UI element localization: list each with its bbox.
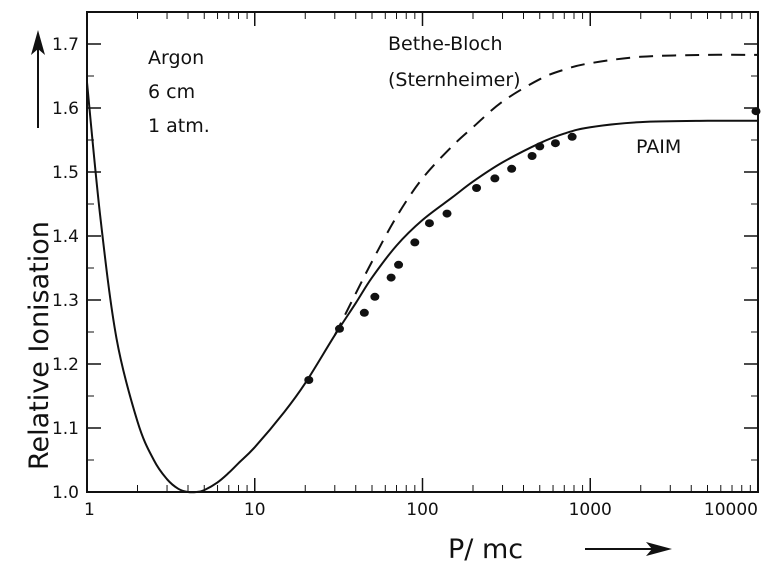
y-tick-label: 1.2 [52,355,79,375]
data-point [424,219,434,228]
data-point [550,139,560,148]
annotation-pressure: 1 atm. [148,115,210,137]
data-point [527,152,537,160]
y-tick-label: 1.1 [52,419,79,439]
x-tick-label: 10000 [704,500,758,520]
data-point [567,132,577,141]
y-tick-label: 1.4 [52,227,79,247]
data-point [472,184,482,192]
tick-labels: 1 10 100 1000 10000 1.0 1.1 1.2 1.3 1.4 1.5 1.6 1.7 [52,35,758,520]
x-tick-label: 1000 [569,500,612,520]
x-tick-label: 10 [244,500,266,520]
data-point [359,308,369,317]
y-tick-label: 1.7 [52,35,79,55]
ticks [86,12,759,493]
data-point [751,107,761,116]
data-point [304,376,314,384]
y-tick-label: 1.3 [52,291,79,311]
x-axis-title: P/ mc [448,534,523,565]
series-line-bethe-bloch [333,53,759,336]
data-point [535,142,545,151]
annotation-argon: Argon [148,47,204,69]
y-tick-label: 1.0 [52,483,79,503]
data-point [334,324,344,333]
data-point [507,164,517,173]
x-axis-arrow [585,542,672,556]
x-tick-label: 1 [84,500,95,520]
x-tick-label: 100 [406,500,438,520]
data-point [386,273,396,282]
data-point [410,238,420,247]
annotation-paim: PAIM [636,136,681,158]
y-axis-title: Relative Ionisation [24,221,55,470]
annotation-sternheimer: (Sternheimer) [388,69,521,91]
series-layer [86,53,761,494]
annotation-bethe-bloch: Bethe-Bloch [388,33,503,55]
y-tick-label: 1.5 [52,163,79,183]
data-point [370,292,380,301]
y-axis-arrow [31,30,45,128]
y-tick-label: 1.6 [52,99,79,119]
annotation-length: 6 cm [148,81,195,103]
data-point [490,174,500,183]
data-point [442,209,452,218]
data-point [394,260,404,269]
